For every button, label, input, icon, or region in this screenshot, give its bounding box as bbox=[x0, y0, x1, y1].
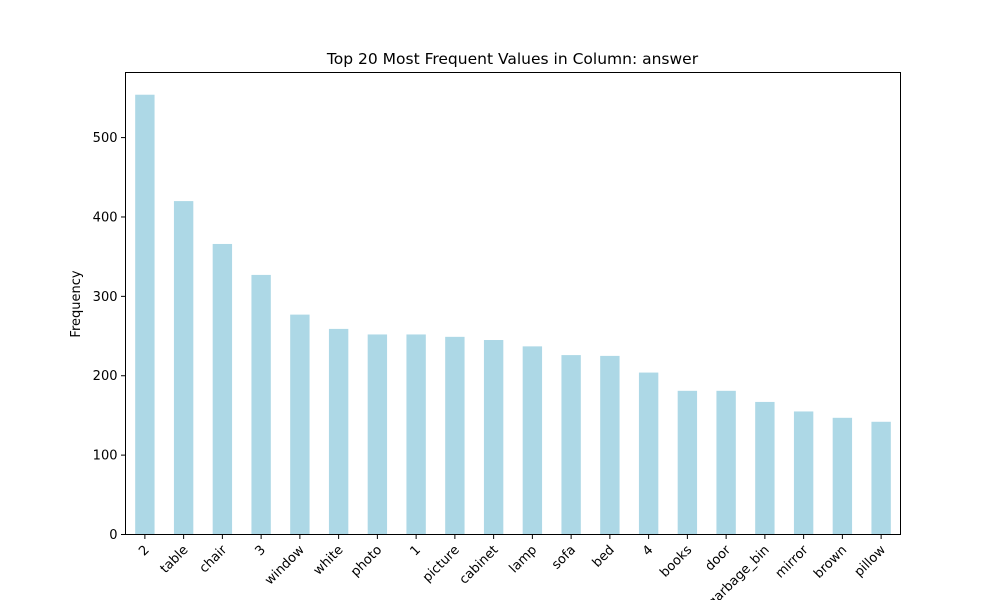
x-tick-label: bed bbox=[590, 543, 618, 571]
y-tick-label: 200 bbox=[93, 369, 118, 384]
chart-title: Top 20 Most Frequent Values in Column: a… bbox=[326, 50, 699, 68]
x-tick-label: picture bbox=[420, 543, 463, 586]
x-tick-label: mirror bbox=[773, 542, 812, 581]
bars-group bbox=[135, 94, 891, 535]
x-tick-label: brown bbox=[811, 543, 850, 582]
y-axis-label: Frequency bbox=[69, 270, 84, 337]
y-tick-label: 500 bbox=[93, 131, 118, 146]
x-tick-label: chair bbox=[197, 542, 231, 576]
x-tick-label: 1 bbox=[407, 543, 423, 559]
bar-garbage_bin bbox=[755, 401, 775, 535]
x-tick-label: 4 bbox=[640, 543, 656, 559]
bar-door bbox=[716, 390, 736, 535]
y-tick-label: 300 bbox=[93, 290, 118, 305]
bar-mirror bbox=[793, 411, 814, 535]
x-tick-label: white bbox=[311, 543, 347, 579]
bar-photo bbox=[367, 334, 388, 535]
plot-area-frame bbox=[125, 72, 901, 535]
bar-cabinet bbox=[483, 340, 504, 535]
y-tick-label: 400 bbox=[93, 210, 118, 225]
x-tick-label: door bbox=[702, 542, 734, 574]
x-tick-label: photo bbox=[348, 543, 385, 580]
bar-sofa bbox=[561, 355, 581, 535]
bar-books bbox=[677, 390, 698, 535]
bar-1 bbox=[406, 334, 426, 535]
x-tick-label: 3 bbox=[252, 543, 268, 559]
x-tick-label: pillow bbox=[852, 542, 890, 580]
x-tick-label: sofa bbox=[549, 543, 579, 573]
bar-chair bbox=[212, 243, 233, 535]
x-tick-label: 2 bbox=[136, 543, 152, 559]
bar-2 bbox=[135, 94, 155, 535]
x-tick-label: books bbox=[657, 543, 695, 581]
x-tick-label: cabinet bbox=[457, 543, 502, 588]
y-tick-label: 0 bbox=[109, 528, 117, 543]
bar-pillow bbox=[871, 421, 891, 535]
y-axis: 0 100 200 300 400 500 bbox=[93, 131, 126, 543]
x-tick-label: window bbox=[262, 542, 308, 588]
bar-white bbox=[328, 328, 349, 535]
bar-4 bbox=[638, 372, 659, 535]
bar-brown bbox=[832, 417, 853, 535]
x-tick-label: lamp bbox=[507, 543, 541, 577]
bar-table bbox=[173, 201, 194, 535]
y-tick-label: 100 bbox=[93, 449, 118, 464]
bar-bed bbox=[600, 355, 620, 535]
x-tick-label: table bbox=[158, 543, 192, 577]
bar-picture bbox=[445, 336, 465, 535]
bar-3 bbox=[251, 274, 271, 535]
bar-window bbox=[290, 314, 310, 535]
bar-lamp bbox=[522, 346, 543, 535]
